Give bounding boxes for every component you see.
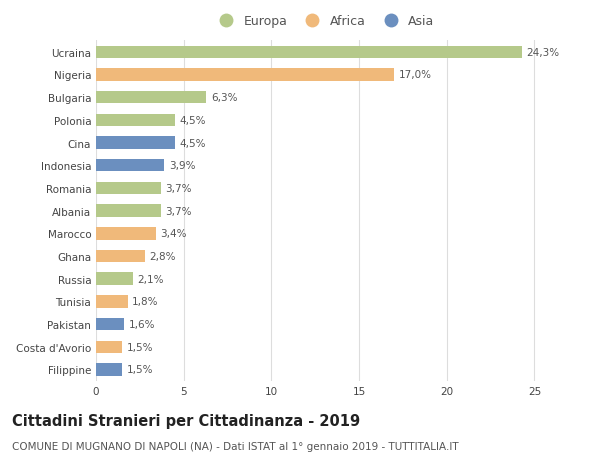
Text: COMUNE DI MUGNANO DI NAPOLI (NA) - Dati ISTAT al 1° gennaio 2019 - TUTTITALIA.IT: COMUNE DI MUGNANO DI NAPOLI (NA) - Dati …: [12, 441, 458, 451]
Bar: [96, 182, 161, 195]
Text: 2,8%: 2,8%: [149, 252, 176, 262]
Text: 17,0%: 17,0%: [398, 70, 431, 80]
Bar: [96, 296, 128, 308]
Text: 6,3%: 6,3%: [211, 93, 238, 103]
Bar: [96, 364, 122, 376]
Text: 1,8%: 1,8%: [132, 297, 158, 307]
Bar: [96, 137, 175, 150]
Bar: [96, 205, 161, 218]
Bar: [96, 92, 206, 104]
Text: 2,1%: 2,1%: [137, 274, 164, 284]
Legend: Europa, Africa, Asia: Europa, Africa, Asia: [214, 15, 434, 28]
Text: Cittadini Stranieri per Cittadinanza - 2019: Cittadini Stranieri per Cittadinanza - 2…: [12, 413, 360, 428]
Text: 3,4%: 3,4%: [160, 229, 187, 239]
Bar: [96, 46, 522, 59]
Bar: [96, 160, 164, 172]
Text: 4,5%: 4,5%: [179, 116, 206, 126]
Bar: [96, 273, 133, 285]
Text: 1,5%: 1,5%: [127, 364, 153, 375]
Text: 1,6%: 1,6%: [128, 319, 155, 330]
Text: 24,3%: 24,3%: [527, 48, 560, 58]
Bar: [96, 341, 122, 353]
Text: 3,7%: 3,7%: [165, 206, 192, 216]
Bar: [96, 69, 394, 82]
Bar: [96, 114, 175, 127]
Bar: [96, 250, 145, 263]
Bar: [96, 228, 155, 240]
Text: 3,7%: 3,7%: [165, 184, 192, 194]
Text: 4,5%: 4,5%: [179, 138, 206, 148]
Bar: [96, 318, 124, 330]
Text: 3,9%: 3,9%: [169, 161, 195, 171]
Text: 1,5%: 1,5%: [127, 342, 153, 352]
